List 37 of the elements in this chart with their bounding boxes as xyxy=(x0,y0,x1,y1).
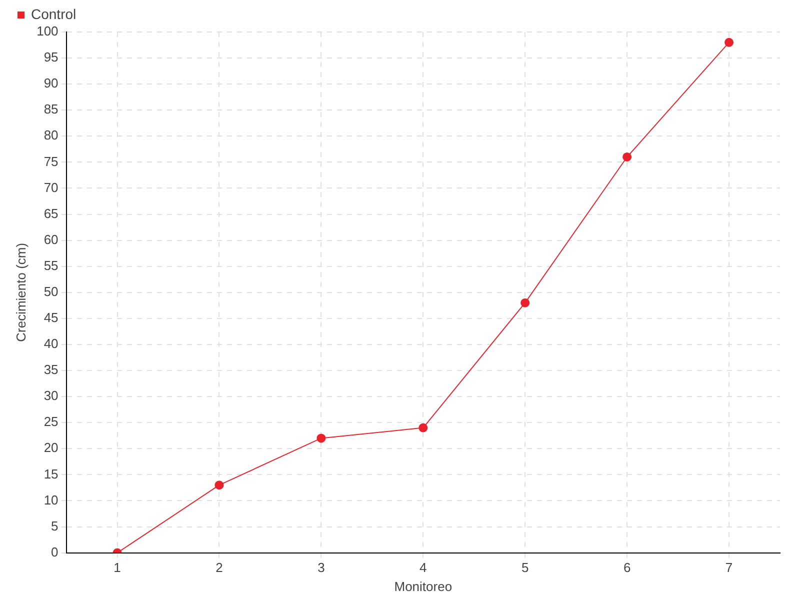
y-tick-label: 20 xyxy=(44,440,58,456)
legend-label: Control xyxy=(31,6,76,22)
point xyxy=(520,298,530,308)
y-tick-label: 10 xyxy=(44,492,58,508)
x-tick-label: 6 xyxy=(623,560,631,576)
y-tick-label: 40 xyxy=(44,336,58,352)
y-tick-label: 90 xyxy=(44,76,58,91)
x-tick-label: 7 xyxy=(725,560,733,576)
x-tick-label: 1 xyxy=(114,560,121,576)
y-tick-label: 60 xyxy=(44,232,58,247)
y-tick-label: 75 xyxy=(44,154,58,169)
y-axis-title: Crecimiento (cm) xyxy=(13,242,28,342)
x-tick-label: 2 xyxy=(216,560,223,576)
y-tick-label: 85 xyxy=(44,102,58,117)
y-tick-label: 70 xyxy=(44,180,58,195)
y-tick-label: 5 xyxy=(51,518,58,534)
y-tick-label: 15 xyxy=(44,466,58,482)
y-tick-label: 55 xyxy=(44,258,58,273)
point xyxy=(418,423,428,432)
y-tick-label: 0 xyxy=(51,544,58,560)
point xyxy=(214,480,224,490)
x-tick-label: 4 xyxy=(420,560,427,576)
x-tick-label: 5 xyxy=(521,560,529,576)
y-tick-label: 50 xyxy=(44,284,58,299)
point xyxy=(622,152,632,162)
y-tick-label: 35 xyxy=(44,362,58,378)
point xyxy=(316,434,326,443)
y-tick-label: 80 xyxy=(44,128,58,143)
y-tick-label: 100 xyxy=(36,24,58,39)
point xyxy=(724,38,734,47)
y-tick-label: 65 xyxy=(44,206,58,221)
y-tick-label: 30 xyxy=(44,388,58,404)
x-tick-label: 3 xyxy=(318,560,325,576)
y-tick-label: 95 xyxy=(44,50,58,65)
x-axis-title: Monitoreo xyxy=(394,578,452,594)
y-tick-label: 45 xyxy=(44,310,58,326)
y-tick-label: 25 xyxy=(44,414,58,430)
